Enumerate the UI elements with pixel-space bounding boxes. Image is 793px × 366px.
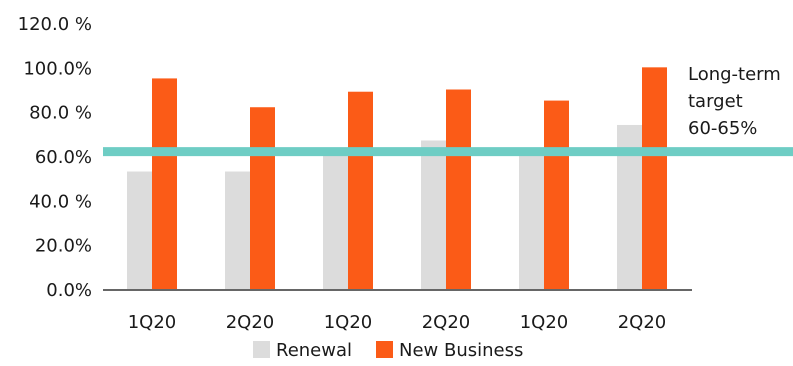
bar-new-business	[152, 78, 177, 290]
y-tick-label: 40.0 %	[29, 191, 92, 212]
x-axis-tick-labels: 1Q20 2Q20 1Q20 2Q20 1Q20 2Q20	[128, 312, 667, 333]
target-annotation: Long-term target 60-65%	[688, 64, 781, 139]
y-tick-label: 60.0%	[35, 147, 92, 168]
x-tick-label: 1Q20	[324, 312, 373, 333]
legend-swatch-new-business	[376, 341, 393, 358]
bar-renewal	[519, 151, 544, 289]
bar-new-business	[642, 67, 667, 289]
bar-new-business	[544, 100, 569, 289]
target-annotation-line: target	[688, 91, 743, 112]
bar-renewal	[225, 171, 250, 289]
x-tick-label: 1Q20	[520, 312, 569, 333]
y-tick-label: 120.0 %	[18, 14, 92, 35]
bar-new-business	[348, 91, 373, 289]
x-tick-label: 1Q20	[128, 312, 177, 333]
x-tick-label: 2Q20	[422, 312, 471, 333]
legend-swatch-renewal	[253, 341, 270, 358]
y-tick-label: 20.0%	[35, 236, 92, 257]
y-axis-tick-labels: 0.0% 20.0% 40.0 % 60.0% 80.0 % 100.0% 120.0 %	[18, 14, 92, 301]
legend: Renewal New Business	[253, 340, 523, 361]
bar-renewal	[323, 151, 348, 289]
bar-renewal	[421, 140, 446, 289]
bar-renewal	[127, 171, 152, 289]
target-annotation-line: Long-term	[688, 64, 781, 85]
legend-label-renewal: Renewal	[276, 340, 352, 361]
bar-new-business	[250, 107, 275, 289]
target-annotation-line: 60-65%	[688, 118, 757, 139]
bar-group	[127, 67, 667, 290]
y-tick-label: 0.0%	[46, 280, 92, 301]
legend-label-new-business: New Business	[399, 340, 523, 361]
y-tick-label: 80.0 %	[29, 103, 92, 124]
y-tick-label: 100.0%	[23, 58, 92, 79]
x-tick-label: 2Q20	[618, 312, 667, 333]
bar-new-business	[446, 89, 471, 289]
x-tick-label: 2Q20	[226, 312, 275, 333]
